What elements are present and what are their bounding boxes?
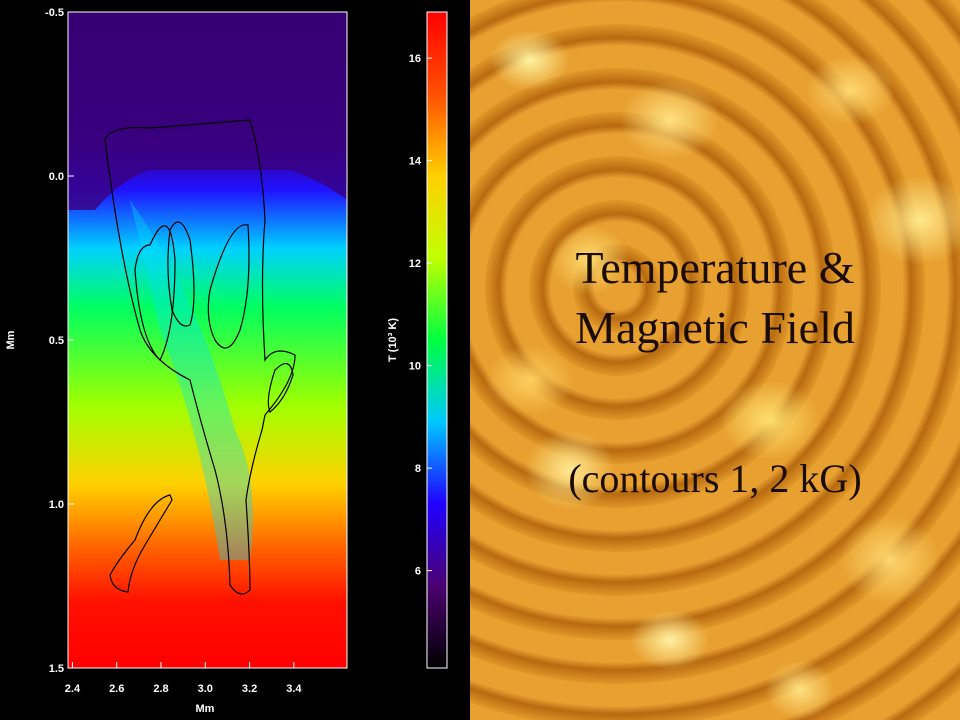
heatmap (68, 12, 347, 668)
colorbar-label: T (10³ K) (387, 318, 399, 362)
colorbar (426, 11, 448, 669)
colorbar-tick-label: 8 (415, 463, 421, 475)
colorbar-tick-label: 14 (409, 156, 422, 168)
chart: Mm Mm T (10³ K) 2.4 2.6 2.8 3.0 3.2 3.4 -0.5 0.… (5, 7, 448, 715)
x-tick-label: 3.4 (286, 683, 302, 695)
y-tick-label: 0.0 (49, 171, 64, 183)
x-tick-label: 2.8 (153, 683, 168, 695)
x-tick-label: 3.0 (198, 683, 213, 695)
x-axis-label: Mm (196, 703, 215, 715)
x-tick-label: 2.6 (109, 683, 124, 695)
y-tick-label: 1.5 (49, 663, 64, 675)
y-axis-label: Mm (5, 330, 17, 349)
colorbar-tick-label: 6 (415, 566, 421, 578)
title-line: Temperature & (575, 242, 855, 293)
x-tick-label: 2.4 (65, 683, 81, 695)
colorbar-tick-label: 16 (409, 53, 421, 65)
colorbar-tick-label: 12 (409, 258, 421, 270)
x-tick-label: 3.2 (242, 683, 257, 695)
y-tick-label: 1.0 (49, 499, 64, 511)
subtitle: (contours 1, 2 kG) (568, 456, 862, 501)
granulation-image (470, 0, 960, 720)
y-tick-label: 0.5 (49, 335, 64, 347)
title-line: Magnetic Field (575, 302, 855, 353)
colorbar-tick-label: 10 (409, 361, 421, 373)
contours (104, 119, 296, 595)
y-tick-label: -0.5 (45, 7, 64, 19)
title: Temperature & Magnetic Field (490, 238, 940, 358)
